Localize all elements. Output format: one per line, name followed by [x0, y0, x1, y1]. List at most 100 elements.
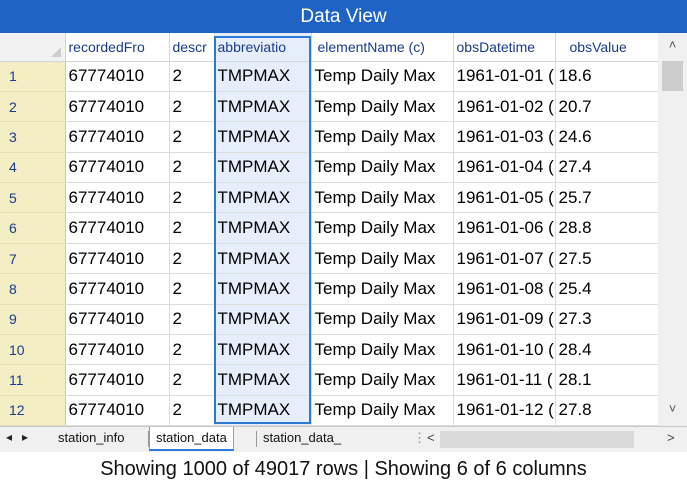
- descr-cell[interactable]: 2: [169, 212, 215, 244]
- horizontal-scroll-thumb[interactable]: [440, 431, 634, 448]
- row-header[interactable]: 1: [0, 61, 66, 92]
- descr-cell[interactable]: 2: [169, 61, 215, 92]
- obsDatetime-cell[interactable]: 1961-01-07 (: [453, 243, 556, 275]
- elementName-cell[interactable]: Temp Daily Max: [311, 364, 454, 396]
- recordedFrom-cell[interactable]: 67774010: [65, 273, 170, 305]
- row-header[interactable]: 8: [0, 273, 66, 305]
- descr-cell[interactable]: 2: [169, 395, 215, 426]
- obsDatetime-cell[interactable]: 1961-01-12 (: [453, 395, 556, 426]
- descr-cell[interactable]: 2: [169, 152, 215, 184]
- abbreviation-cell[interactable]: TMPMAX: [214, 364, 312, 396]
- row-header[interactable]: 11: [0, 364, 66, 396]
- elementName-cell[interactable]: Temp Daily Max: [311, 334, 454, 366]
- tab-station-data[interactable]: station_data: [149, 427, 234, 451]
- elementName-cell[interactable]: Temp Daily Max: [311, 395, 454, 426]
- obsDatetime-cell[interactable]: 1961-01-04 (: [453, 152, 556, 184]
- table-row[interactable]: 12 67774010 2 TMPMAX Temp Daily Max 1961-01-1…: [0, 395, 659, 426]
- tab-next-icon[interactable]: ▸: [22, 430, 29, 444]
- recordedFrom-cell[interactable]: 67774010: [65, 212, 170, 244]
- descr-cell[interactable]: 2: [169, 243, 215, 275]
- row-header[interactable]: 12: [0, 395, 66, 426]
- obsDatetime-cell[interactable]: 1961-01-06 (: [453, 212, 556, 244]
- obsValue-cell[interactable]: 28.4: [555, 334, 659, 366]
- column-header[interactable]: obsValue: [555, 33, 659, 62]
- select-all-corner[interactable]: [0, 33, 66, 62]
- abbreviation-cell[interactable]: TMPMAX: [214, 182, 312, 214]
- scroll-right-icon[interactable]: >: [667, 430, 675, 445]
- abbreviation-cell[interactable]: TMPMAX: [214, 152, 312, 184]
- elementName-cell[interactable]: Temp Daily Max: [311, 182, 454, 214]
- table-row[interactable]: 10 67774010 2 TMPMAX Temp Daily Max 1961-01-1…: [0, 334, 659, 366]
- abbreviation-cell[interactable]: TMPMAX: [214, 273, 312, 305]
- abbreviation-cell[interactable]: TMPMAX: [214, 212, 312, 244]
- table-row[interactable]: 1 67774010 2 TMPMAX Temp Daily Max 1961-01-01…: [0, 61, 659, 92]
- recordedFrom-cell[interactable]: 67774010: [65, 395, 170, 426]
- table-row[interactable]: 7 67774010 2 TMPMAX Temp Daily Max 1961-01-07…: [0, 243, 659, 275]
- descr-cell[interactable]: 2: [169, 273, 215, 305]
- obsValue-cell[interactable]: 27.5: [555, 243, 659, 275]
- elementName-cell[interactable]: Temp Daily Max: [311, 152, 454, 184]
- table-row[interactable]: 9 67774010 2 TMPMAX Temp Daily Max 1961-01-09…: [0, 304, 659, 336]
- obsDatetime-cell[interactable]: 1961-01-02 (: [453, 91, 556, 123]
- row-header[interactable]: 2: [0, 91, 66, 123]
- obsValue-cell[interactable]: 18.6: [555, 61, 659, 92]
- row-header[interactable]: 10: [0, 334, 66, 366]
- obsValue-cell[interactable]: 27.4: [555, 152, 659, 184]
- data-grid[interactable]: recordedFro descr abbreviatio elementNam…: [0, 33, 687, 426]
- obsValue-cell[interactable]: 27.3: [555, 304, 659, 336]
- obsValue-cell[interactable]: 20.7: [555, 91, 659, 123]
- scroll-left-icon[interactable]: <: [427, 430, 435, 445]
- tab-prev-icon[interactable]: ◂: [6, 430, 13, 444]
- obsValue-cell[interactable]: 27.8: [555, 395, 659, 426]
- recordedFrom-cell[interactable]: 67774010: [65, 152, 170, 184]
- obsValue-cell[interactable]: 25.7: [555, 182, 659, 214]
- recordedFrom-cell[interactable]: 67774010: [65, 304, 170, 336]
- vertical-scrollbar[interactable]: ˄ ˅: [658, 33, 687, 426]
- scroll-up-icon[interactable]: ˄: [668, 37, 677, 52]
- obsValue-cell[interactable]: 28.8: [555, 212, 659, 244]
- row-header[interactable]: 3: [0, 121, 66, 153]
- vertical-scroll-thumb[interactable]: [662, 61, 683, 91]
- elementName-cell[interactable]: Temp Daily Max: [311, 273, 454, 305]
- abbreviation-cell[interactable]: TMPMAX: [214, 304, 312, 336]
- tab-station-info[interactable]: station_info: [58, 430, 125, 445]
- recordedFrom-cell[interactable]: 67774010: [65, 121, 170, 153]
- descr-cell[interactable]: 2: [169, 304, 215, 336]
- table-row[interactable]: 6 67774010 2 TMPMAX Temp Daily Max 1961-01-06…: [0, 212, 659, 244]
- abbreviation-cell[interactable]: TMPMAX: [214, 121, 312, 153]
- column-header[interactable]: descr: [169, 33, 215, 62]
- recordedFrom-cell[interactable]: 67774010: [65, 364, 170, 396]
- descr-cell[interactable]: 2: [169, 364, 215, 396]
- obsValue-cell[interactable]: 25.4: [555, 273, 659, 305]
- obsDatetime-cell[interactable]: 1961-01-09 (: [453, 304, 556, 336]
- table-row[interactable]: 11 67774010 2 TMPMAX Temp Daily Max 1961-01-1…: [0, 364, 659, 396]
- elementName-cell[interactable]: Temp Daily Max: [311, 121, 454, 153]
- obsValue-cell[interactable]: 28.1: [555, 364, 659, 396]
- descr-cell[interactable]: 2: [169, 334, 215, 366]
- obsDatetime-cell[interactable]: 1961-01-01 (: [453, 61, 556, 92]
- row-header[interactable]: 7: [0, 243, 66, 275]
- column-header[interactable]: obsDatetime: [453, 33, 556, 62]
- elementName-cell[interactable]: Temp Daily Max: [311, 304, 454, 336]
- recordedFrom-cell[interactable]: 67774010: [65, 182, 170, 214]
- elementName-cell[interactable]: Temp Daily Max: [311, 61, 454, 92]
- obsDatetime-cell[interactable]: 1961-01-05 (: [453, 182, 556, 214]
- column-header[interactable]: elementName (c): [311, 33, 454, 62]
- obsDatetime-cell[interactable]: 1961-01-08 (: [453, 273, 556, 305]
- abbreviation-cell[interactable]: TMPMAX: [214, 243, 312, 275]
- row-header[interactable]: 4: [0, 152, 66, 184]
- recordedFrom-cell[interactable]: 67774010: [65, 334, 170, 366]
- obsValue-cell[interactable]: 24.6: [555, 121, 659, 153]
- recordedFrom-cell[interactable]: 67774010: [65, 61, 170, 92]
- descr-cell[interactable]: 2: [169, 182, 215, 214]
- table-row[interactable]: 2 67774010 2 TMPMAX Temp Daily Max 1961-01-02…: [0, 91, 659, 123]
- row-header[interactable]: 6: [0, 212, 66, 244]
- column-header[interactable]: abbreviatio: [214, 33, 312, 62]
- descr-cell[interactable]: 2: [169, 121, 215, 153]
- elementName-cell[interactable]: Temp Daily Max: [311, 91, 454, 123]
- column-header[interactable]: recordedFro: [65, 33, 170, 62]
- obsDatetime-cell[interactable]: 1961-01-03 (: [453, 121, 556, 153]
- abbreviation-cell[interactable]: TMPMAX: [214, 91, 312, 123]
- recordedFrom-cell[interactable]: 67774010: [65, 91, 170, 123]
- descr-cell[interactable]: 2: [169, 91, 215, 123]
